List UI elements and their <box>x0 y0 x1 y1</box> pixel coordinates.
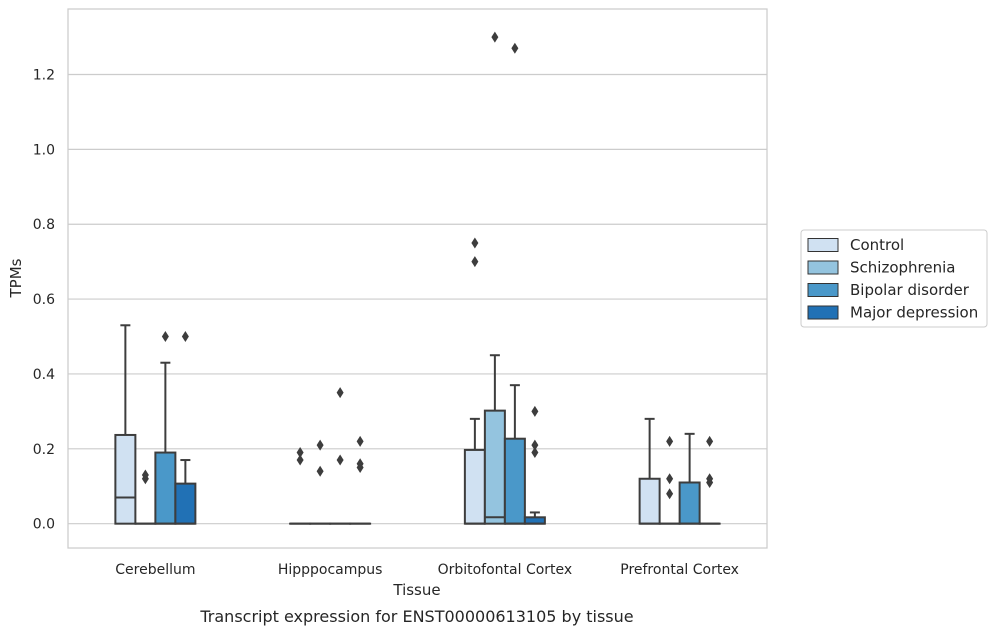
box-0-0 <box>114 324 137 525</box>
plot-area <box>67 8 768 549</box>
outlier-point <box>356 435 364 447</box>
outlier-point <box>531 405 539 417</box>
box-2-0 <box>463 237 486 525</box>
box-1-0 <box>289 447 312 525</box>
gridlines <box>68 73 767 525</box>
legend-label: Schizophrenia <box>850 259 955 277</box>
x-axis-label: Tissue <box>392 581 440 599</box>
x-axis-ticks: Cerebellum Hipppocampus Orbitofontal Corte… <box>115 562 739 578</box>
outlier-point <box>336 387 344 399</box>
x-tick-label: Hipppocampus <box>278 562 383 578</box>
legend-swatch <box>807 238 839 252</box>
box-0-1 <box>134 469 157 525</box>
legend: Control Schizophrenia Bipolar disorder Majo… <box>800 229 988 328</box>
box-3-0 <box>638 417 661 525</box>
outlier-point <box>511 42 519 54</box>
y-tick-label: 0.8 <box>33 217 55 233</box>
box-2-3 <box>523 405 546 525</box>
legend-label: Control <box>850 236 904 254</box>
box-2-1 <box>483 31 506 525</box>
outlier-point <box>316 465 324 477</box>
box-iqr <box>463 448 486 525</box>
outlier-point <box>531 439 539 451</box>
x-tick-label: Prefrontal Cortex <box>620 562 739 578</box>
legend-label: Major depression <box>850 304 978 322</box>
outlier-point <box>296 447 304 459</box>
outlier-point <box>356 458 364 470</box>
outlier-point <box>666 488 674 500</box>
legend-swatch <box>807 260 839 275</box>
box-0-3 <box>174 331 197 525</box>
box-iqr <box>503 437 526 525</box>
legend-label: Bipolar disorder <box>850 281 970 299</box>
box-iqr <box>678 481 701 525</box>
y-tick-label: 0.4 <box>33 367 55 383</box>
box-0-2 <box>154 331 177 525</box>
outlier-point <box>181 331 189 343</box>
boxes <box>114 31 721 525</box>
box-2-2 <box>503 42 526 525</box>
box-3-3 <box>698 435 721 525</box>
x-tick-label: Cerebellum <box>115 562 195 578</box>
legend-swatch <box>807 305 839 320</box>
outlier-point <box>161 331 169 343</box>
box-3-2 <box>678 432 701 525</box>
x-tick-label: Orbitofontal Cortex <box>438 562 573 578</box>
outlier-point <box>471 256 479 268</box>
box-iqr <box>174 482 197 525</box>
outlier-point <box>296 454 304 466</box>
box-3-1 <box>658 435 681 525</box>
y-tick-label: 1.2 <box>33 68 55 84</box>
y-tick-label: 1.0 <box>33 142 55 158</box>
outlier-point <box>471 237 479 249</box>
outlier-point <box>666 435 674 447</box>
box-1-1 <box>309 439 332 525</box>
box-iqr <box>483 409 506 525</box>
box-1-2 <box>329 387 352 525</box>
outlier-point <box>141 469 149 481</box>
y-axis-ticks: 0.0 0.2 0.4 0.6 0.8 1.0 1.2 <box>33 68 55 533</box>
y-tick-label: 0.0 <box>33 517 55 533</box>
outlier-point <box>706 473 714 485</box>
outlier-point <box>666 473 674 485</box>
box-iqr <box>114 433 137 525</box>
box-iqr <box>638 477 661 525</box>
outlier-point <box>491 31 499 43</box>
chart-caption: Transcript expression for ENST0000061310… <box>199 607 633 626</box>
outlier-point <box>531 447 539 459</box>
box-1-3 <box>349 435 372 525</box>
outlier-point <box>336 454 344 466</box>
legend-frame <box>800 229 988 328</box>
y-tick-label: 0.2 <box>33 442 55 458</box>
legend-swatch <box>807 283 839 297</box>
box-iqr <box>154 451 177 525</box>
outlier-point <box>316 439 324 451</box>
y-axis-label: TPMs <box>7 258 25 298</box>
y-tick-label: 0.6 <box>33 292 55 308</box>
outlier-point <box>706 435 714 447</box>
